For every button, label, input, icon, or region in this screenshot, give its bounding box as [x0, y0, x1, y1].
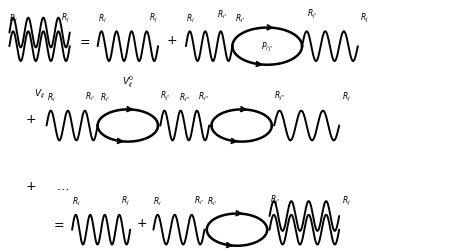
- Text: $R_i$: $R_i$: [186, 12, 195, 25]
- Text: $R_j$: $R_j$: [61, 12, 70, 25]
- Text: $R_i$: $R_i$: [72, 195, 81, 207]
- Text: $R_i$: $R_i$: [46, 91, 55, 104]
- Text: $R_{i^{\prime}}$: $R_{i^{\prime}}$: [100, 91, 110, 104]
- Text: $R_{i^{\prime}}$: $R_{i^{\prime}}$: [218, 9, 228, 21]
- Text: $R_{j^{\prime}}$: $R_{j^{\prime}}$: [270, 193, 280, 206]
- Text: $R_j$: $R_j$: [360, 12, 369, 25]
- Text: $+$: $+$: [25, 113, 36, 126]
- Text: $R_{j^{\prime}}$: $R_{j^{\prime}}$: [307, 8, 317, 21]
- Text: $R_i$: $R_i$: [154, 195, 162, 207]
- Text: $R_j$: $R_j$: [341, 91, 350, 104]
- Text: $R_{j^{\prime\prime}}$: $R_{j^{\prime\prime}}$: [274, 89, 285, 103]
- Text: $V^0_{ij}$: $V^0_{ij}$: [122, 74, 134, 90]
- Text: $V_{ij}$: $V_{ij}$: [34, 88, 46, 101]
- Text: $R_j$: $R_j$: [341, 195, 350, 207]
- Text: $R_{i^{\prime}}$: $R_{i^{\prime}}$: [207, 195, 217, 207]
- Text: $R_i$: $R_i$: [9, 12, 18, 25]
- Text: $=$: $=$: [51, 216, 65, 229]
- Text: $R_i$: $R_i$: [98, 12, 106, 25]
- Text: $R_{i^{\prime\prime}}$: $R_{i^{\prime\prime}}$: [179, 91, 191, 104]
- Text: $\ldots$: $\ldots$: [56, 179, 69, 192]
- Text: $R_{i^{\prime}}$: $R_{i^{\prime}}$: [194, 194, 204, 206]
- Text: $R_{i^{\prime}}$: $R_{i^{\prime}}$: [85, 90, 95, 103]
- Text: $+$: $+$: [136, 216, 147, 229]
- Text: $P_{i^{\prime}j^{\prime}}$: $P_{i^{\prime}j^{\prime}}$: [261, 41, 273, 53]
- Text: $+$: $+$: [166, 34, 178, 47]
- Text: $=$: $=$: [77, 34, 91, 47]
- Text: $R_{i^{\prime}}$: $R_{i^{\prime}}$: [235, 12, 245, 25]
- Text: $R_j$: $R_j$: [149, 12, 158, 25]
- Text: $+$: $+$: [25, 179, 36, 192]
- Text: $R_{i^{\prime\prime}}$: $R_{i^{\prime\prime}}$: [198, 90, 209, 103]
- Text: $R_j$: $R_j$: [121, 195, 130, 207]
- Text: $R_{j^{\prime}}$: $R_{j^{\prime}}$: [160, 89, 171, 103]
